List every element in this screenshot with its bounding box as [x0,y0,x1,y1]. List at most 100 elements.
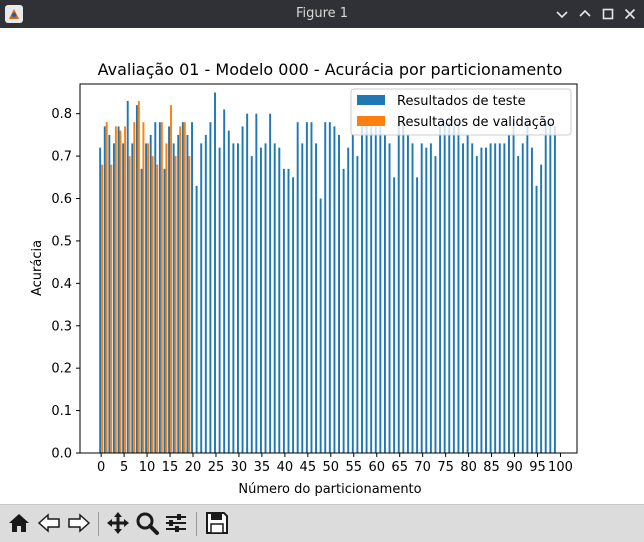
toolbar-separator [196,512,197,536]
bar-test [475,156,478,453]
bar-test [126,100,129,453]
y-tick-label: 0.0 [51,447,72,462]
bar-test [530,147,533,453]
bar-test [540,164,543,453]
bar-test [508,134,510,453]
bar-test [269,113,272,454]
window-title: Figure 1 [295,6,349,21]
bar-validation [128,156,131,453]
bar-test [342,168,345,454]
x-tick-label: 65 [391,460,408,475]
restore-icon[interactable] [575,4,595,24]
bar-test [122,143,125,453]
bar-test [526,122,529,453]
bar-test [411,143,414,453]
bar-test [218,147,221,453]
bar-test [388,143,391,453]
bar-test [347,147,350,453]
bar-test [273,143,276,453]
y-axis: 0.0 0.1 0.2 0.3 0.4 0.5 0.6 0.7 0.8 [51,107,80,462]
bar-test [287,168,290,454]
bar-validation [110,164,113,453]
x-tick-label: 35 [254,460,271,475]
bar-test [480,147,483,453]
x-tick-label: 10 [139,460,156,475]
bar-validation [151,156,154,453]
bar-test [209,122,212,453]
bar-test [131,143,134,453]
bar-test [255,113,258,454]
bar-test [485,147,487,453]
bar-test [416,177,419,453]
bar-test [370,122,373,453]
bar-test [227,130,230,453]
bars-group [99,92,556,454]
x-tick-label: 90 [506,460,523,475]
bar-test [466,134,469,453]
bar-test [361,122,363,453]
legend-frame [350,88,572,136]
bar-test [241,126,244,454]
legend: Resultados de teste Resultados de valida… [350,88,572,136]
minimize-icon[interactable] [552,4,572,24]
pan-icon[interactable] [105,510,131,536]
bar-test [103,126,106,454]
back-arrow-icon[interactable] [36,510,62,536]
x-axis-label: Número do particionamento [238,482,421,497]
bar-validation [170,105,172,453]
bar-test [145,143,148,453]
save-icon[interactable] [204,510,230,536]
bar-test [365,122,368,453]
bar-test [351,134,354,453]
x-tick-label: 25 [208,460,225,475]
bar-test [489,143,492,453]
configure-subplots-icon[interactable] [163,510,189,536]
bar-test [191,122,193,453]
close-icon[interactable] [620,4,640,24]
bar-test [181,122,184,453]
y-tick-label: 0.5 [51,234,72,249]
zoom-icon[interactable] [134,510,160,536]
bar-test [301,143,304,453]
forward-arrow-icon[interactable] [66,510,92,536]
y-tick-label: 0.3 [51,319,72,334]
x-tick-label: 75 [437,460,454,475]
y-tick-label: 0.8 [51,107,72,122]
bar-test [535,185,538,454]
bar-test [135,105,138,453]
bar-test [425,147,428,453]
bar-test [278,147,281,453]
y-tick-label: 0.6 [51,192,72,207]
bar-test [498,143,501,453]
title-bar: Figure 1 [0,0,644,28]
home-icon[interactable] [6,510,32,536]
figure-canvas: Avaliação 01 - Modelo 000 - Acurácia por… [0,28,644,504]
bar-test [319,198,322,453]
x-tick-label: 45 [300,460,317,475]
bar-test [379,126,382,454]
bar-test [517,156,520,453]
x-tick-label: 30 [231,460,248,475]
bar-test [406,134,409,453]
bar-validation [188,156,191,453]
toolbar-separator [98,512,99,536]
bar-test [462,143,465,453]
bar-test [195,185,198,454]
x-tick-label: 95 [529,460,546,475]
bar-test [439,126,442,454]
bar-test [112,143,115,453]
maximize-icon[interactable] [598,4,618,24]
bar-test [544,122,547,453]
bar-test [315,143,318,453]
bar-test [204,134,207,453]
y-axis-label: Acurácia [30,240,45,296]
x-tick-label: 0 [97,460,105,475]
x-tick-label: 55 [345,460,362,475]
legend-swatch-test [357,95,385,105]
bar-test [259,147,262,453]
bar-test [292,177,295,453]
bar-validation [124,126,127,454]
chart-title: Avaliação 01 - Modelo 000 - Acurácia por… [98,60,563,79]
bar-test [448,122,451,453]
bar-test [420,143,423,453]
